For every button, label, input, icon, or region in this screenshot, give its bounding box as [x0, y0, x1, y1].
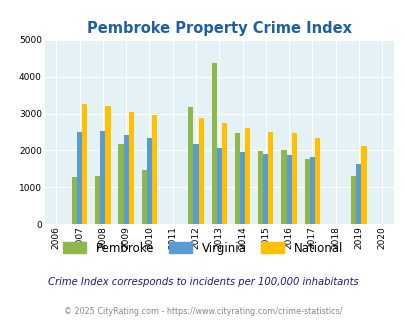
Bar [262, 154, 268, 224]
Bar [350, 176, 356, 224]
Bar [95, 176, 100, 224]
Bar [198, 117, 203, 224]
Bar [360, 146, 366, 224]
Bar [245, 128, 249, 224]
Bar [123, 135, 128, 224]
Bar [72, 177, 77, 224]
Bar [291, 133, 296, 224]
Bar [118, 144, 123, 224]
Bar [309, 157, 314, 224]
Bar [281, 150, 286, 224]
Bar [105, 106, 110, 224]
Text: © 2025 CityRating.com - https://www.cityrating.com/crime-statistics/: © 2025 CityRating.com - https://www.city… [64, 307, 341, 316]
Bar [216, 148, 221, 224]
Bar [151, 115, 157, 224]
Bar [268, 132, 273, 224]
Title: Pembroke Property Crime Index: Pembroke Property Crime Index [87, 21, 351, 36]
Bar [193, 144, 198, 224]
Legend: Pembroke, Virginia, National: Pembroke, Virginia, National [58, 237, 347, 259]
Bar [188, 107, 193, 224]
Bar [304, 159, 309, 224]
Bar [128, 112, 134, 224]
Bar [82, 104, 87, 224]
Bar [147, 138, 151, 224]
Bar [100, 131, 105, 224]
Bar [211, 63, 216, 224]
Bar [234, 133, 239, 224]
Bar [239, 151, 245, 224]
Text: Crime Index corresponds to incidents per 100,000 inhabitants: Crime Index corresponds to incidents per… [47, 277, 358, 287]
Bar [141, 170, 147, 224]
Bar [286, 154, 291, 224]
Bar [314, 138, 319, 224]
Bar [77, 132, 82, 224]
Bar [356, 164, 360, 224]
Bar [258, 151, 262, 224]
Bar [221, 123, 226, 224]
